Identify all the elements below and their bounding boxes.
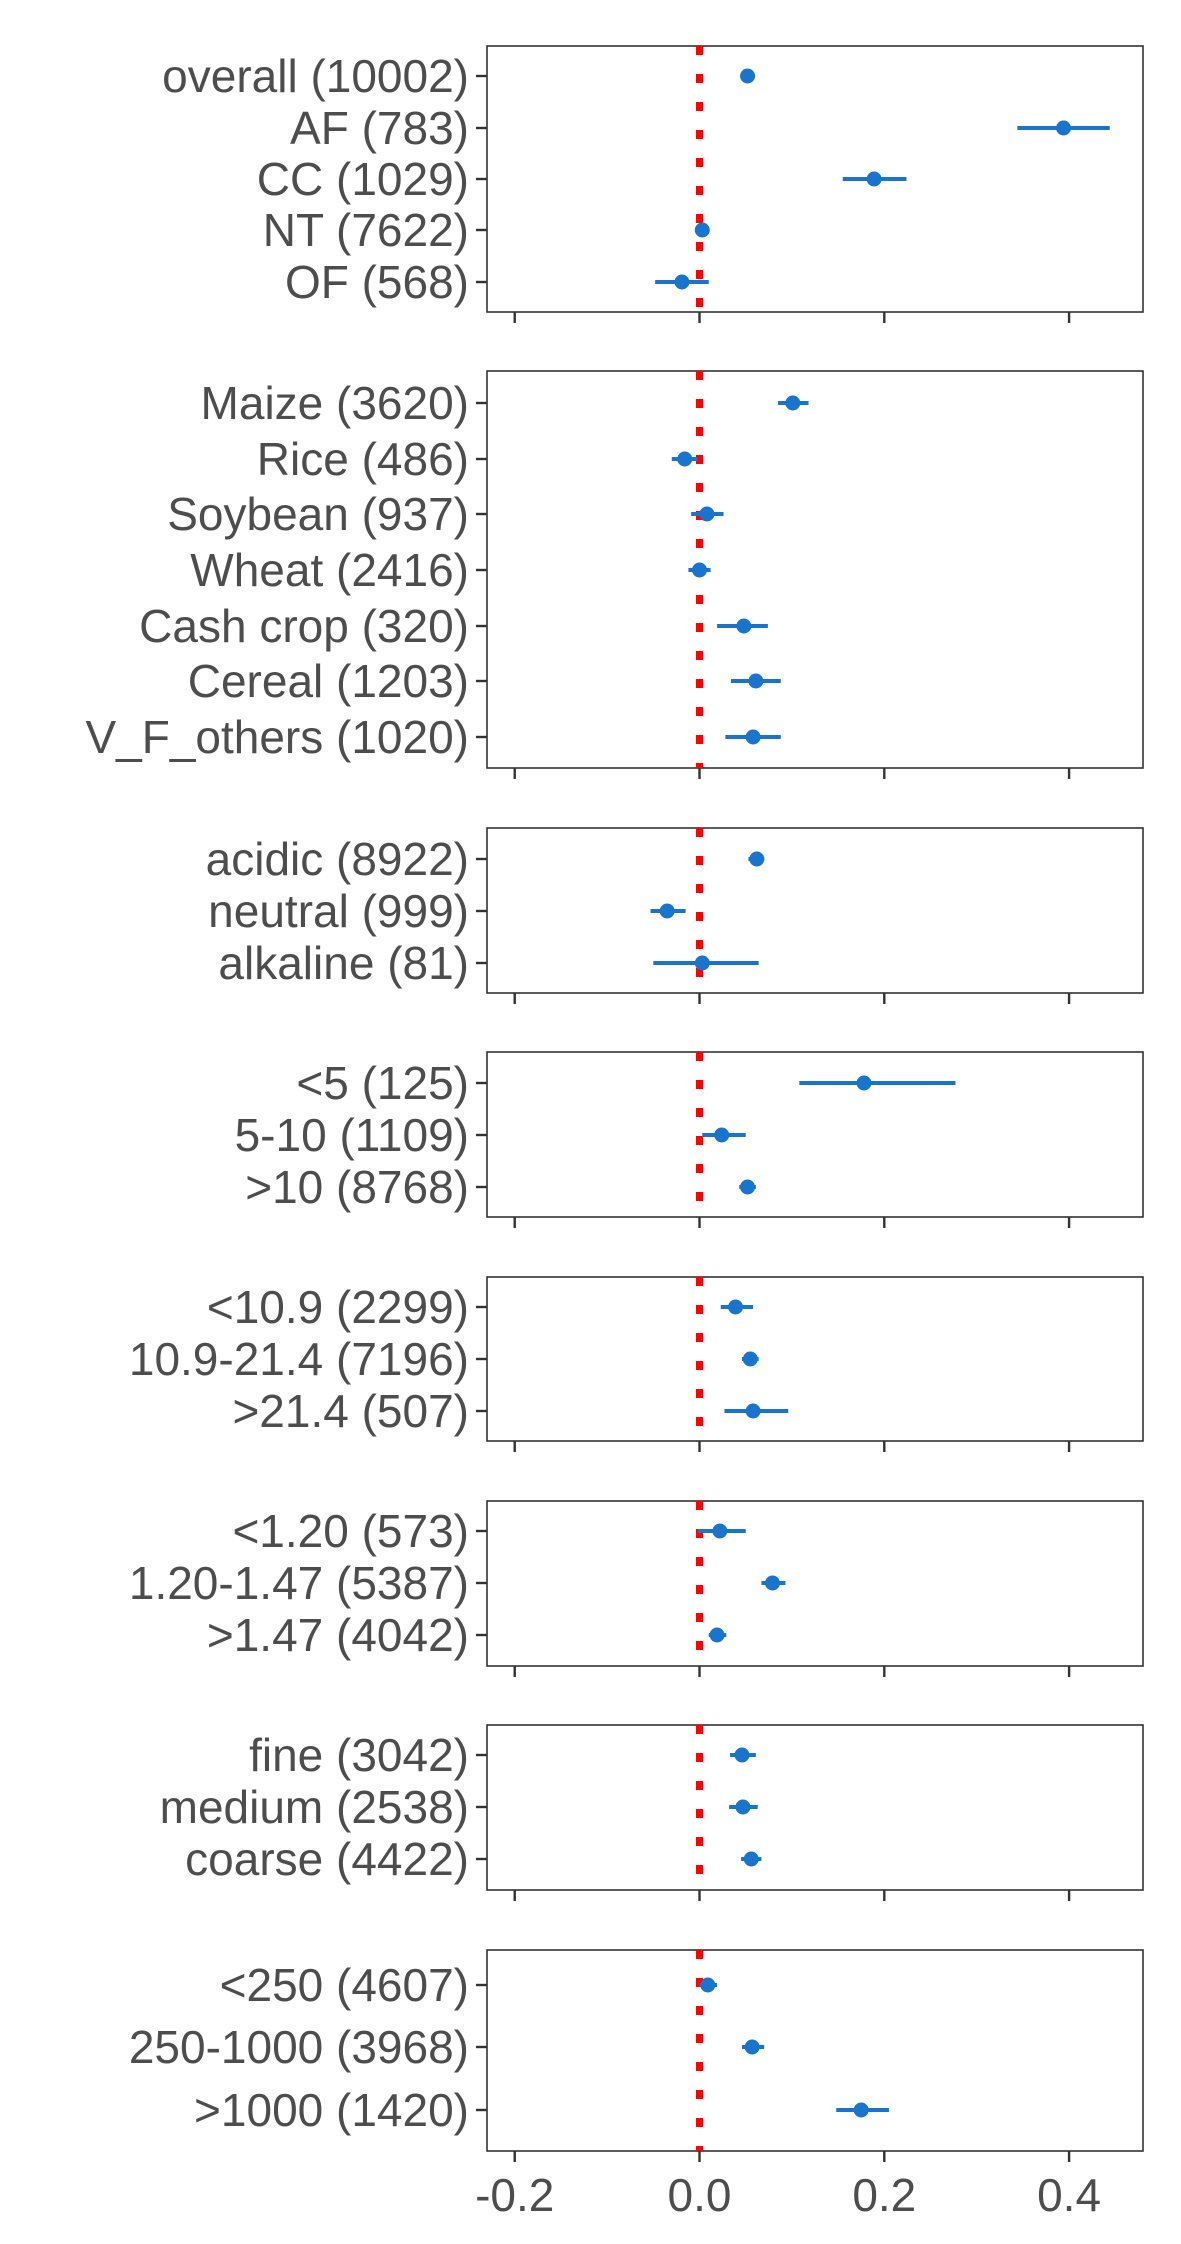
estimate-point bbox=[743, 1851, 759, 1867]
row-label: <10.9 (2299) bbox=[207, 1281, 469, 1333]
estimate-point bbox=[740, 1179, 756, 1195]
panel-frame bbox=[486, 1051, 1144, 1218]
estimate-point bbox=[677, 451, 693, 467]
estimate-point bbox=[692, 562, 708, 578]
row-label: >1000 (1420) bbox=[194, 2084, 469, 2136]
estimate-point bbox=[736, 618, 752, 634]
estimate-point bbox=[728, 1299, 744, 1315]
row-label: overall (10002) bbox=[162, 50, 469, 102]
estimate-point bbox=[856, 1075, 872, 1091]
row-label: acidic (8922) bbox=[206, 833, 469, 885]
panel-frame bbox=[486, 1724, 1144, 1891]
x-tick-label: 0.0 bbox=[668, 2169, 732, 2221]
row-label: Cereal (1203) bbox=[188, 655, 469, 707]
estimate-point bbox=[740, 68, 756, 84]
row-label: 5-10 (1109) bbox=[235, 1109, 469, 1161]
estimate-point bbox=[694, 222, 710, 238]
panel-frame bbox=[486, 827, 1144, 994]
estimate-point bbox=[749, 851, 765, 867]
row-label: AF (783) bbox=[290, 102, 469, 154]
estimate-point bbox=[712, 1523, 728, 1539]
estimate-point bbox=[714, 1127, 730, 1143]
row-label: V_F_others (1020) bbox=[85, 711, 469, 763]
row-label: medium (2538) bbox=[160, 1781, 469, 1833]
estimate-point bbox=[1056, 120, 1072, 136]
row-label: 10.9-21.4 (7196) bbox=[129, 1333, 469, 1385]
estimate-point bbox=[742, 1351, 758, 1367]
estimate-point bbox=[735, 1799, 751, 1815]
row-label: Maize (3620) bbox=[201, 377, 469, 429]
estimate-point bbox=[785, 395, 801, 411]
estimate-point bbox=[745, 729, 761, 745]
estimate-point bbox=[745, 1403, 761, 1419]
x-tick-label: 0.2 bbox=[852, 2169, 916, 2221]
estimate-point bbox=[764, 1575, 780, 1591]
row-label: alkaline (81) bbox=[218, 937, 469, 989]
estimate-point bbox=[694, 955, 710, 971]
estimate-point bbox=[748, 673, 764, 689]
row-label: Rice (486) bbox=[257, 433, 469, 485]
estimate-point bbox=[853, 2102, 869, 2118]
row-label: CC (1029) bbox=[257, 153, 469, 205]
row-label: >1.47 (4042) bbox=[207, 1609, 469, 1661]
estimate-point bbox=[709, 1627, 725, 1643]
row-label: neutral (999) bbox=[208, 885, 469, 937]
row-label: <250 (4607) bbox=[220, 1959, 469, 2011]
panel-frame bbox=[486, 1276, 1144, 1442]
row-label: >21.4 (507) bbox=[232, 1385, 469, 1437]
row-label: >10 (8768) bbox=[245, 1161, 469, 1213]
panel-frame bbox=[486, 370, 1144, 769]
row-label: Cash crop (320) bbox=[139, 600, 469, 652]
row-label: fine (3042) bbox=[249, 1729, 469, 1781]
panel-frame bbox=[486, 1949, 1144, 2152]
panel-frame bbox=[486, 1500, 1144, 1667]
row-label: <1.20 (573) bbox=[232, 1505, 469, 1557]
row-label: Wheat (2416) bbox=[190, 544, 469, 596]
row-label: NT (7622) bbox=[263, 204, 469, 256]
estimate-point bbox=[734, 1747, 750, 1763]
panel-frame bbox=[486, 45, 1144, 313]
estimate-point bbox=[659, 903, 675, 919]
row-label: <5 (125) bbox=[296, 1057, 469, 1109]
row-label: Soybean (937) bbox=[167, 488, 469, 540]
estimate-point bbox=[744, 2039, 760, 2055]
row-label: 250-1000 (3968) bbox=[129, 2021, 469, 2073]
estimate-point bbox=[699, 506, 715, 522]
estimate-point bbox=[674, 274, 690, 290]
row-label: 1.20-1.47 (5387) bbox=[129, 1557, 469, 1609]
row-label: OF (568) bbox=[285, 256, 469, 308]
x-tick-label: -0.2 bbox=[475, 2169, 554, 2221]
row-label: coarse (4422) bbox=[185, 1833, 469, 1885]
estimate-point bbox=[700, 1977, 716, 1993]
estimate-point bbox=[866, 171, 882, 187]
x-tick-label: 0.4 bbox=[1037, 2169, 1101, 2221]
